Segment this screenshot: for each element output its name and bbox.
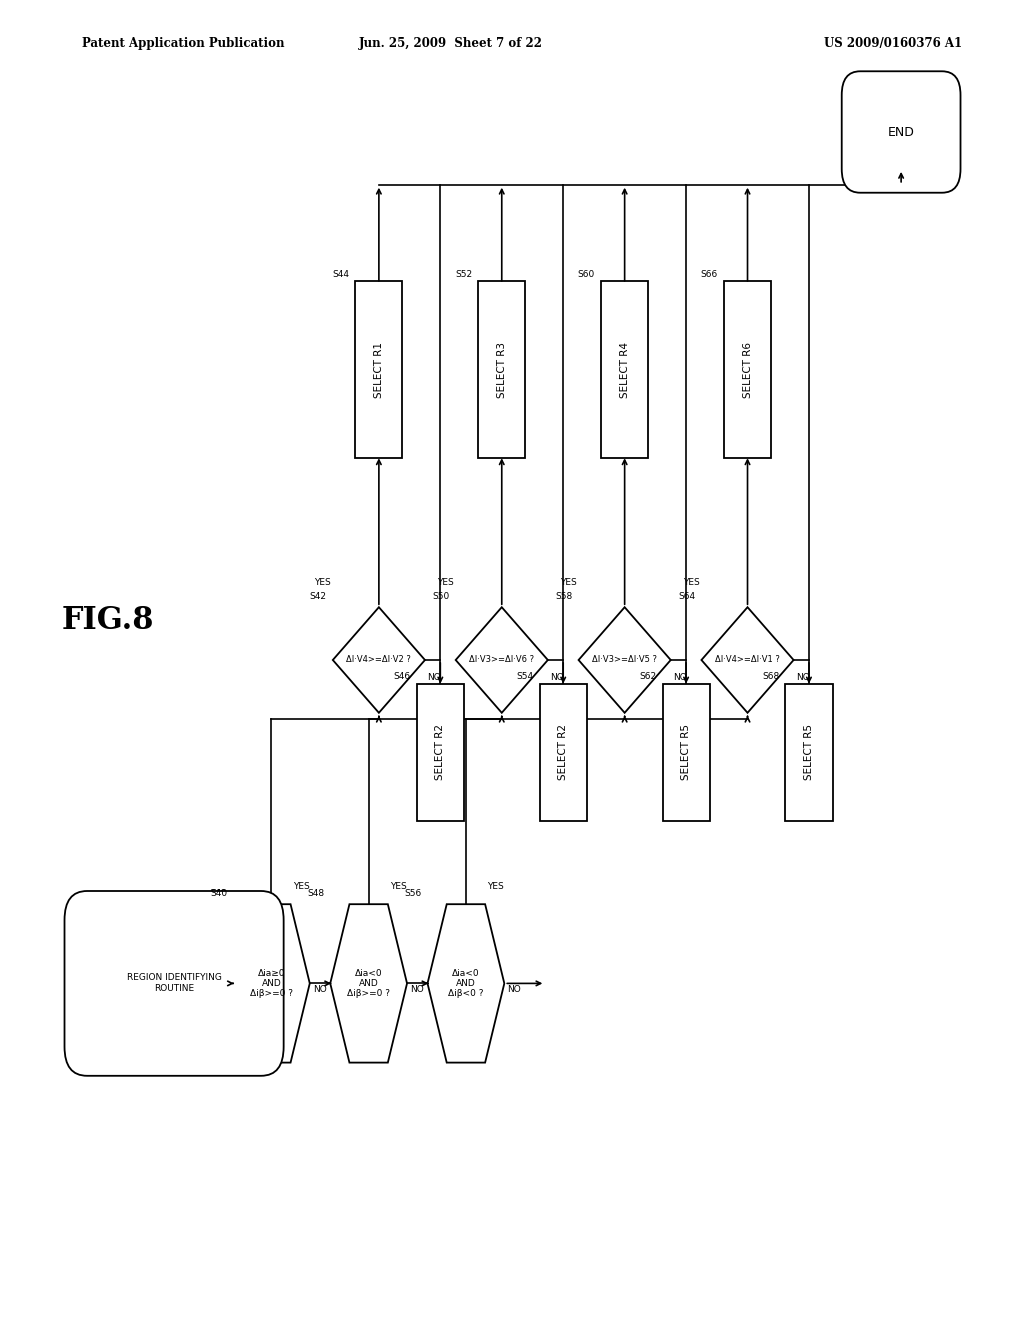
- Text: S60: S60: [578, 269, 595, 279]
- Text: NO: NO: [550, 673, 563, 682]
- Polygon shape: [233, 904, 309, 1063]
- Text: S40: S40: [211, 888, 227, 898]
- Text: S56: S56: [404, 888, 422, 898]
- Text: NO: NO: [673, 673, 686, 682]
- Text: NO: NO: [410, 986, 424, 994]
- Text: SELECT R2: SELECT R2: [435, 725, 445, 780]
- Text: US 2009/0160376 A1: US 2009/0160376 A1: [824, 37, 963, 50]
- Text: S54: S54: [516, 672, 534, 681]
- Text: NO: NO: [313, 986, 327, 994]
- Text: YES: YES: [560, 578, 577, 587]
- Text: YES: YES: [293, 882, 309, 891]
- Text: ΔI·V3>=ΔI·V6 ?: ΔI·V3>=ΔI·V6 ?: [469, 656, 535, 664]
- Text: SELECT R1: SELECT R1: [374, 342, 384, 397]
- Text: Δia<0
AND
Δiβ<0 ?: Δia<0 AND Δiβ<0 ?: [449, 969, 483, 998]
- Text: S68: S68: [762, 672, 779, 681]
- FancyBboxPatch shape: [842, 71, 961, 193]
- FancyBboxPatch shape: [478, 281, 525, 458]
- Text: YES: YES: [314, 578, 331, 587]
- Text: SELECT R6: SELECT R6: [742, 342, 753, 397]
- Polygon shape: [701, 607, 794, 713]
- Text: S58: S58: [555, 591, 572, 601]
- Text: S48: S48: [307, 888, 324, 898]
- Text: SELECT R5: SELECT R5: [681, 725, 691, 780]
- Text: S42: S42: [309, 591, 327, 601]
- Text: ΔI·V4>=ΔI·V1 ?: ΔI·V4>=ΔI·V1 ?: [715, 656, 780, 664]
- Text: S66: S66: [700, 269, 718, 279]
- Text: ΔI·V4>=ΔI·V2 ?: ΔI·V4>=ΔI·V2 ?: [346, 656, 412, 664]
- FancyBboxPatch shape: [601, 281, 648, 458]
- Text: Patent Application Publication: Patent Application Publication: [82, 37, 285, 50]
- Polygon shape: [579, 607, 671, 713]
- FancyBboxPatch shape: [785, 684, 833, 821]
- Text: S50: S50: [432, 591, 450, 601]
- Polygon shape: [428, 904, 504, 1063]
- Text: NO: NO: [508, 986, 521, 994]
- Text: Δia<0
AND
Δiβ>=0 ?: Δia<0 AND Δiβ>=0 ?: [347, 969, 390, 998]
- Text: REGION IDENTIFYING
ROUTINE: REGION IDENTIFYING ROUTINE: [127, 973, 221, 994]
- Text: FIG.8: FIG.8: [61, 605, 154, 636]
- FancyBboxPatch shape: [663, 684, 710, 821]
- Text: YES: YES: [437, 578, 454, 587]
- Text: NO: NO: [796, 673, 809, 682]
- FancyBboxPatch shape: [355, 281, 402, 458]
- Text: S40: S40: [210, 888, 227, 898]
- FancyBboxPatch shape: [65, 891, 284, 1076]
- FancyBboxPatch shape: [417, 684, 464, 821]
- Text: SELECT R4: SELECT R4: [620, 342, 630, 397]
- Polygon shape: [456, 607, 548, 713]
- Polygon shape: [330, 904, 407, 1063]
- Text: S62: S62: [639, 672, 656, 681]
- Text: S64: S64: [678, 591, 695, 601]
- Text: S46: S46: [393, 672, 411, 681]
- Text: Δia≥0
AND
Δiβ>=0 ?: Δia≥0 AND Δiβ>=0 ?: [250, 969, 293, 998]
- Text: SELECT R2: SELECT R2: [558, 725, 568, 780]
- FancyBboxPatch shape: [724, 281, 771, 458]
- Text: S44: S44: [332, 269, 349, 279]
- Text: END: END: [888, 125, 914, 139]
- Text: ΔI·V3>=ΔI·V5 ?: ΔI·V3>=ΔI·V5 ?: [592, 656, 657, 664]
- Text: S52: S52: [455, 269, 472, 279]
- Text: YES: YES: [683, 578, 699, 587]
- Text: SELECT R5: SELECT R5: [804, 725, 814, 780]
- Text: YES: YES: [487, 882, 504, 891]
- Text: Jun. 25, 2009  Sheet 7 of 22: Jun. 25, 2009 Sheet 7 of 22: [358, 37, 543, 50]
- Text: SELECT R3: SELECT R3: [497, 342, 507, 397]
- Text: NO: NO: [427, 673, 440, 682]
- Text: YES: YES: [390, 882, 407, 891]
- Polygon shape: [333, 607, 425, 713]
- FancyBboxPatch shape: [540, 684, 587, 821]
